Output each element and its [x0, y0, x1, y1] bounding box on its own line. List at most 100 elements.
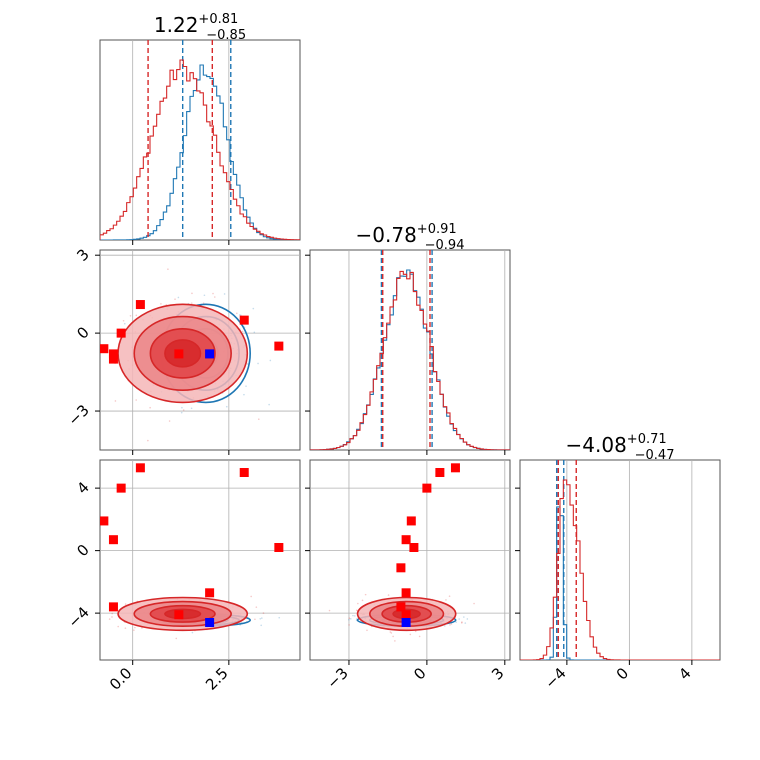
marker-red — [409, 543, 419, 552]
markers-2-0 — [90, 463, 284, 627]
sample-point — [449, 624, 451, 626]
sample-point — [253, 331, 256, 334]
marker-red — [174, 349, 184, 359]
sample-point — [191, 292, 193, 295]
sample-point — [114, 400, 117, 402]
sample-point — [389, 631, 392, 633]
tick-label-x: 3 — [488, 664, 507, 683]
markers-2-1 — [396, 463, 460, 627]
sample-point — [168, 420, 171, 422]
sample-point — [98, 623, 100, 625]
sample-point — [348, 624, 350, 626]
sample-point — [257, 418, 260, 421]
marker-red — [100, 344, 109, 354]
title-minus-2: −0.47 — [635, 448, 675, 463]
sample-point — [213, 296, 216, 298]
markers-1-0 — [100, 300, 284, 364]
sample-point — [190, 302, 193, 304]
sample-point — [243, 393, 245, 396]
panel-2d-2-1 — [309, 459, 511, 661]
tick-label-x: −3 — [323, 664, 351, 692]
marker-red — [108, 349, 118, 359]
hist-group-1 — [310, 250, 510, 450]
sample-point — [348, 618, 350, 621]
marker-red — [135, 300, 145, 310]
sample-point — [141, 627, 143, 629]
tick-label-x: 2.5 — [202, 664, 232, 694]
title-plus-1: +0.91 — [417, 222, 457, 237]
marker-red — [239, 468, 249, 477]
marker-red — [90, 563, 99, 572]
grid-0-0 — [132, 40, 230, 240]
title-plus-2: +0.71 — [627, 432, 667, 447]
marker-red — [406, 516, 416, 526]
title-median-0: 1.22 — [154, 13, 199, 37]
sample-point — [394, 640, 396, 642]
marker-red — [401, 535, 411, 545]
tick-label-x: 0 — [613, 664, 632, 683]
marker-red — [396, 602, 406, 612]
hist-series-0 — [310, 269, 510, 450]
tick-label-x: −4 — [541, 664, 569, 692]
marker-red — [450, 463, 460, 473]
sample-point — [133, 629, 135, 631]
sample-point — [390, 632, 393, 634]
marker-red — [174, 610, 184, 620]
sample-point — [246, 363, 249, 365]
panel-hist-1 — [309, 249, 511, 451]
sample-point — [418, 635, 421, 638]
tick-label-y: −4 — [64, 603, 92, 631]
tick-label-y: 3 — [73, 245, 92, 264]
title-minus-1: −0.94 — [425, 238, 465, 253]
sample-point — [261, 617, 263, 619]
marker-red — [401, 610, 411, 620]
grid-2-0 — [100, 460, 300, 660]
hist-series-1 — [520, 479, 720, 660]
sample-point — [366, 629, 368, 632]
sample-point — [262, 612, 265, 614]
sample-point — [122, 319, 125, 322]
sample-point — [460, 622, 463, 624]
sample-point — [364, 593, 367, 596]
sample-point — [448, 595, 451, 597]
sample-point — [255, 606, 258, 608]
marker-red — [116, 483, 126, 493]
sample-point — [414, 630, 417, 633]
sample-point — [463, 616, 465, 618]
marker-red — [108, 602, 118, 612]
hist-series-0 — [520, 506, 720, 660]
sample-point — [149, 406, 151, 409]
tick-label-x: 0 — [410, 664, 429, 683]
plot-layer: −3 0 3 0.0 2.5 −4 0 4 −3 0 3 −4 0 4 — [64, 40, 720, 694]
sample-point — [135, 314, 138, 317]
tick-label-y: 0 — [73, 323, 92, 342]
marker-blue — [205, 618, 215, 627]
sample-point — [135, 399, 137, 401]
sample-point — [409, 633, 412, 636]
marker-red — [274, 543, 284, 552]
sample-point — [245, 385, 247, 387]
marker-red — [422, 483, 432, 493]
sample-point — [259, 617, 262, 620]
sample-point — [225, 405, 228, 408]
hist-series-1 — [310, 270, 510, 450]
sample-point — [238, 314, 241, 316]
tick-label-y: −3 — [64, 401, 92, 429]
sample-point — [257, 362, 259, 365]
grid-2-2 — [566, 460, 693, 660]
hist-series-1 — [100, 59, 300, 240]
tick-label-x: 0.0 — [106, 664, 136, 694]
sample-point — [175, 637, 178, 640]
panel-2d-2-0 — [99, 459, 301, 661]
hist-group-0 — [100, 40, 300, 240]
sample-point — [387, 594, 390, 596]
title-param-1: −0.78+0.91 −0.94 — [356, 222, 465, 253]
title-median-2: −4.08 — [566, 433, 627, 457]
sample-point — [464, 622, 467, 624]
sample-point — [278, 616, 281, 619]
sample-point — [349, 618, 352, 620]
sample-point — [357, 602, 359, 605]
sample-point — [129, 314, 132, 317]
marker-blue — [205, 349, 215, 359]
title-median-1: −0.78 — [356, 223, 417, 247]
